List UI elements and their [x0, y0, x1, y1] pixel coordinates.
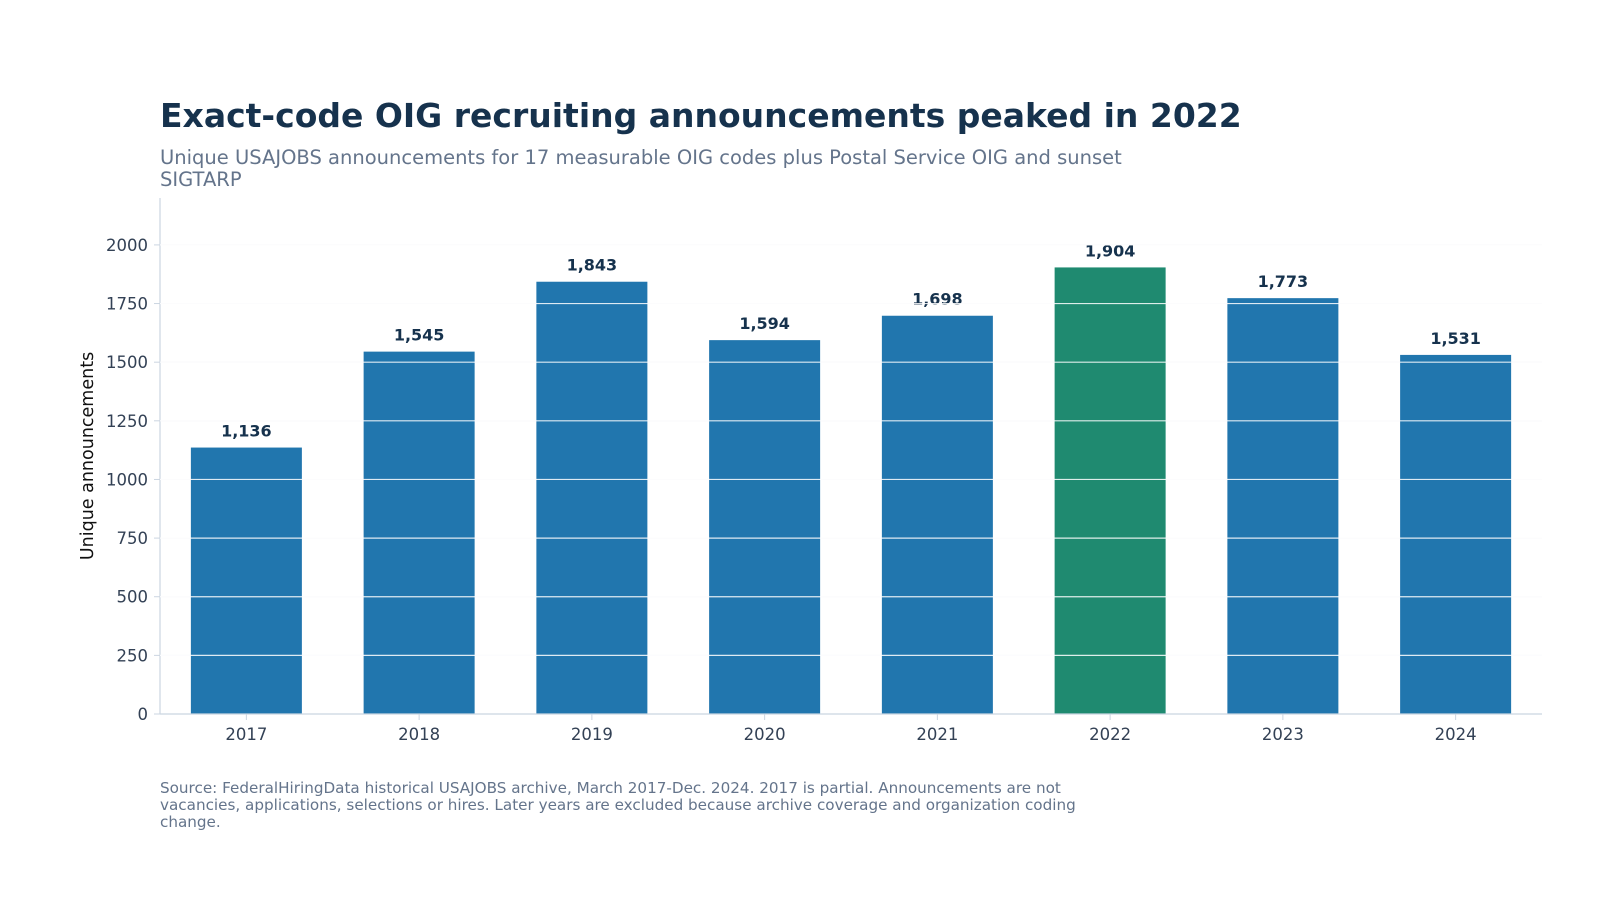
bar-2018 [363, 351, 475, 714]
y-tick-label: 750 [117, 529, 149, 548]
x-tick-label: 2018 [398, 725, 440, 744]
x-tick-label: 2017 [225, 725, 267, 744]
x-tick-label: 2022 [1089, 725, 1131, 744]
data-label-2017: 1,136 [221, 422, 272, 441]
y-tick-label: 2000 [106, 236, 148, 255]
source-footnote: Source: FederalHiringData historical USA… [160, 779, 1076, 831]
x-tick-label: 2023 [1262, 725, 1304, 744]
chart-title: Exact-code OIG recruiting announcements … [160, 96, 1242, 135]
y-tick-label: 250 [117, 646, 149, 665]
y-axis-label: Unique announcements [78, 352, 98, 560]
data-label-2021: 1,698 [912, 290, 963, 309]
data-label-2020: 1,594 [739, 314, 790, 333]
bar-2020 [709, 340, 821, 714]
y-tick-label: 500 [117, 588, 149, 607]
bar-2021 [881, 315, 993, 714]
bar-2017 [190, 447, 302, 714]
bar-2022 [1054, 267, 1166, 714]
y-tick-label: 1500 [106, 353, 148, 372]
y-tick-label: 1000 [106, 470, 148, 489]
chart-subtitle: Unique USAJOBS announcements for 17 meas… [160, 146, 1122, 191]
bar-2019 [536, 281, 648, 714]
data-label-2023: 1,773 [1258, 272, 1309, 291]
x-tick-label: 2019 [571, 725, 613, 744]
axes: 0 250 500 750 1000 1250 1500 1750 2000 2017 2018 20… [106, 198, 1542, 744]
y-tick-label: 1750 [106, 295, 148, 314]
bar-2023 [1227, 298, 1339, 714]
x-tick-label: 2020 [744, 725, 786, 744]
y-tick-label: 0 [138, 705, 149, 724]
data-label-2019: 1,843 [567, 256, 618, 275]
x-tick-label: 2021 [916, 725, 958, 744]
value-labels: 1,136 1,545 1,843 1,594 1,698 1,904 1,773 1,531 [160, 241, 1542, 656]
bars [190, 267, 1512, 714]
data-label-2018: 1,545 [394, 326, 445, 345]
bar-2024 [1400, 354, 1512, 714]
data-label-2024: 1,531 [1430, 329, 1481, 348]
y-tick-label: 1250 [106, 412, 148, 431]
x-tick-label: 2024 [1435, 725, 1477, 744]
data-label-2022: 1,904 [1085, 241, 1136, 260]
